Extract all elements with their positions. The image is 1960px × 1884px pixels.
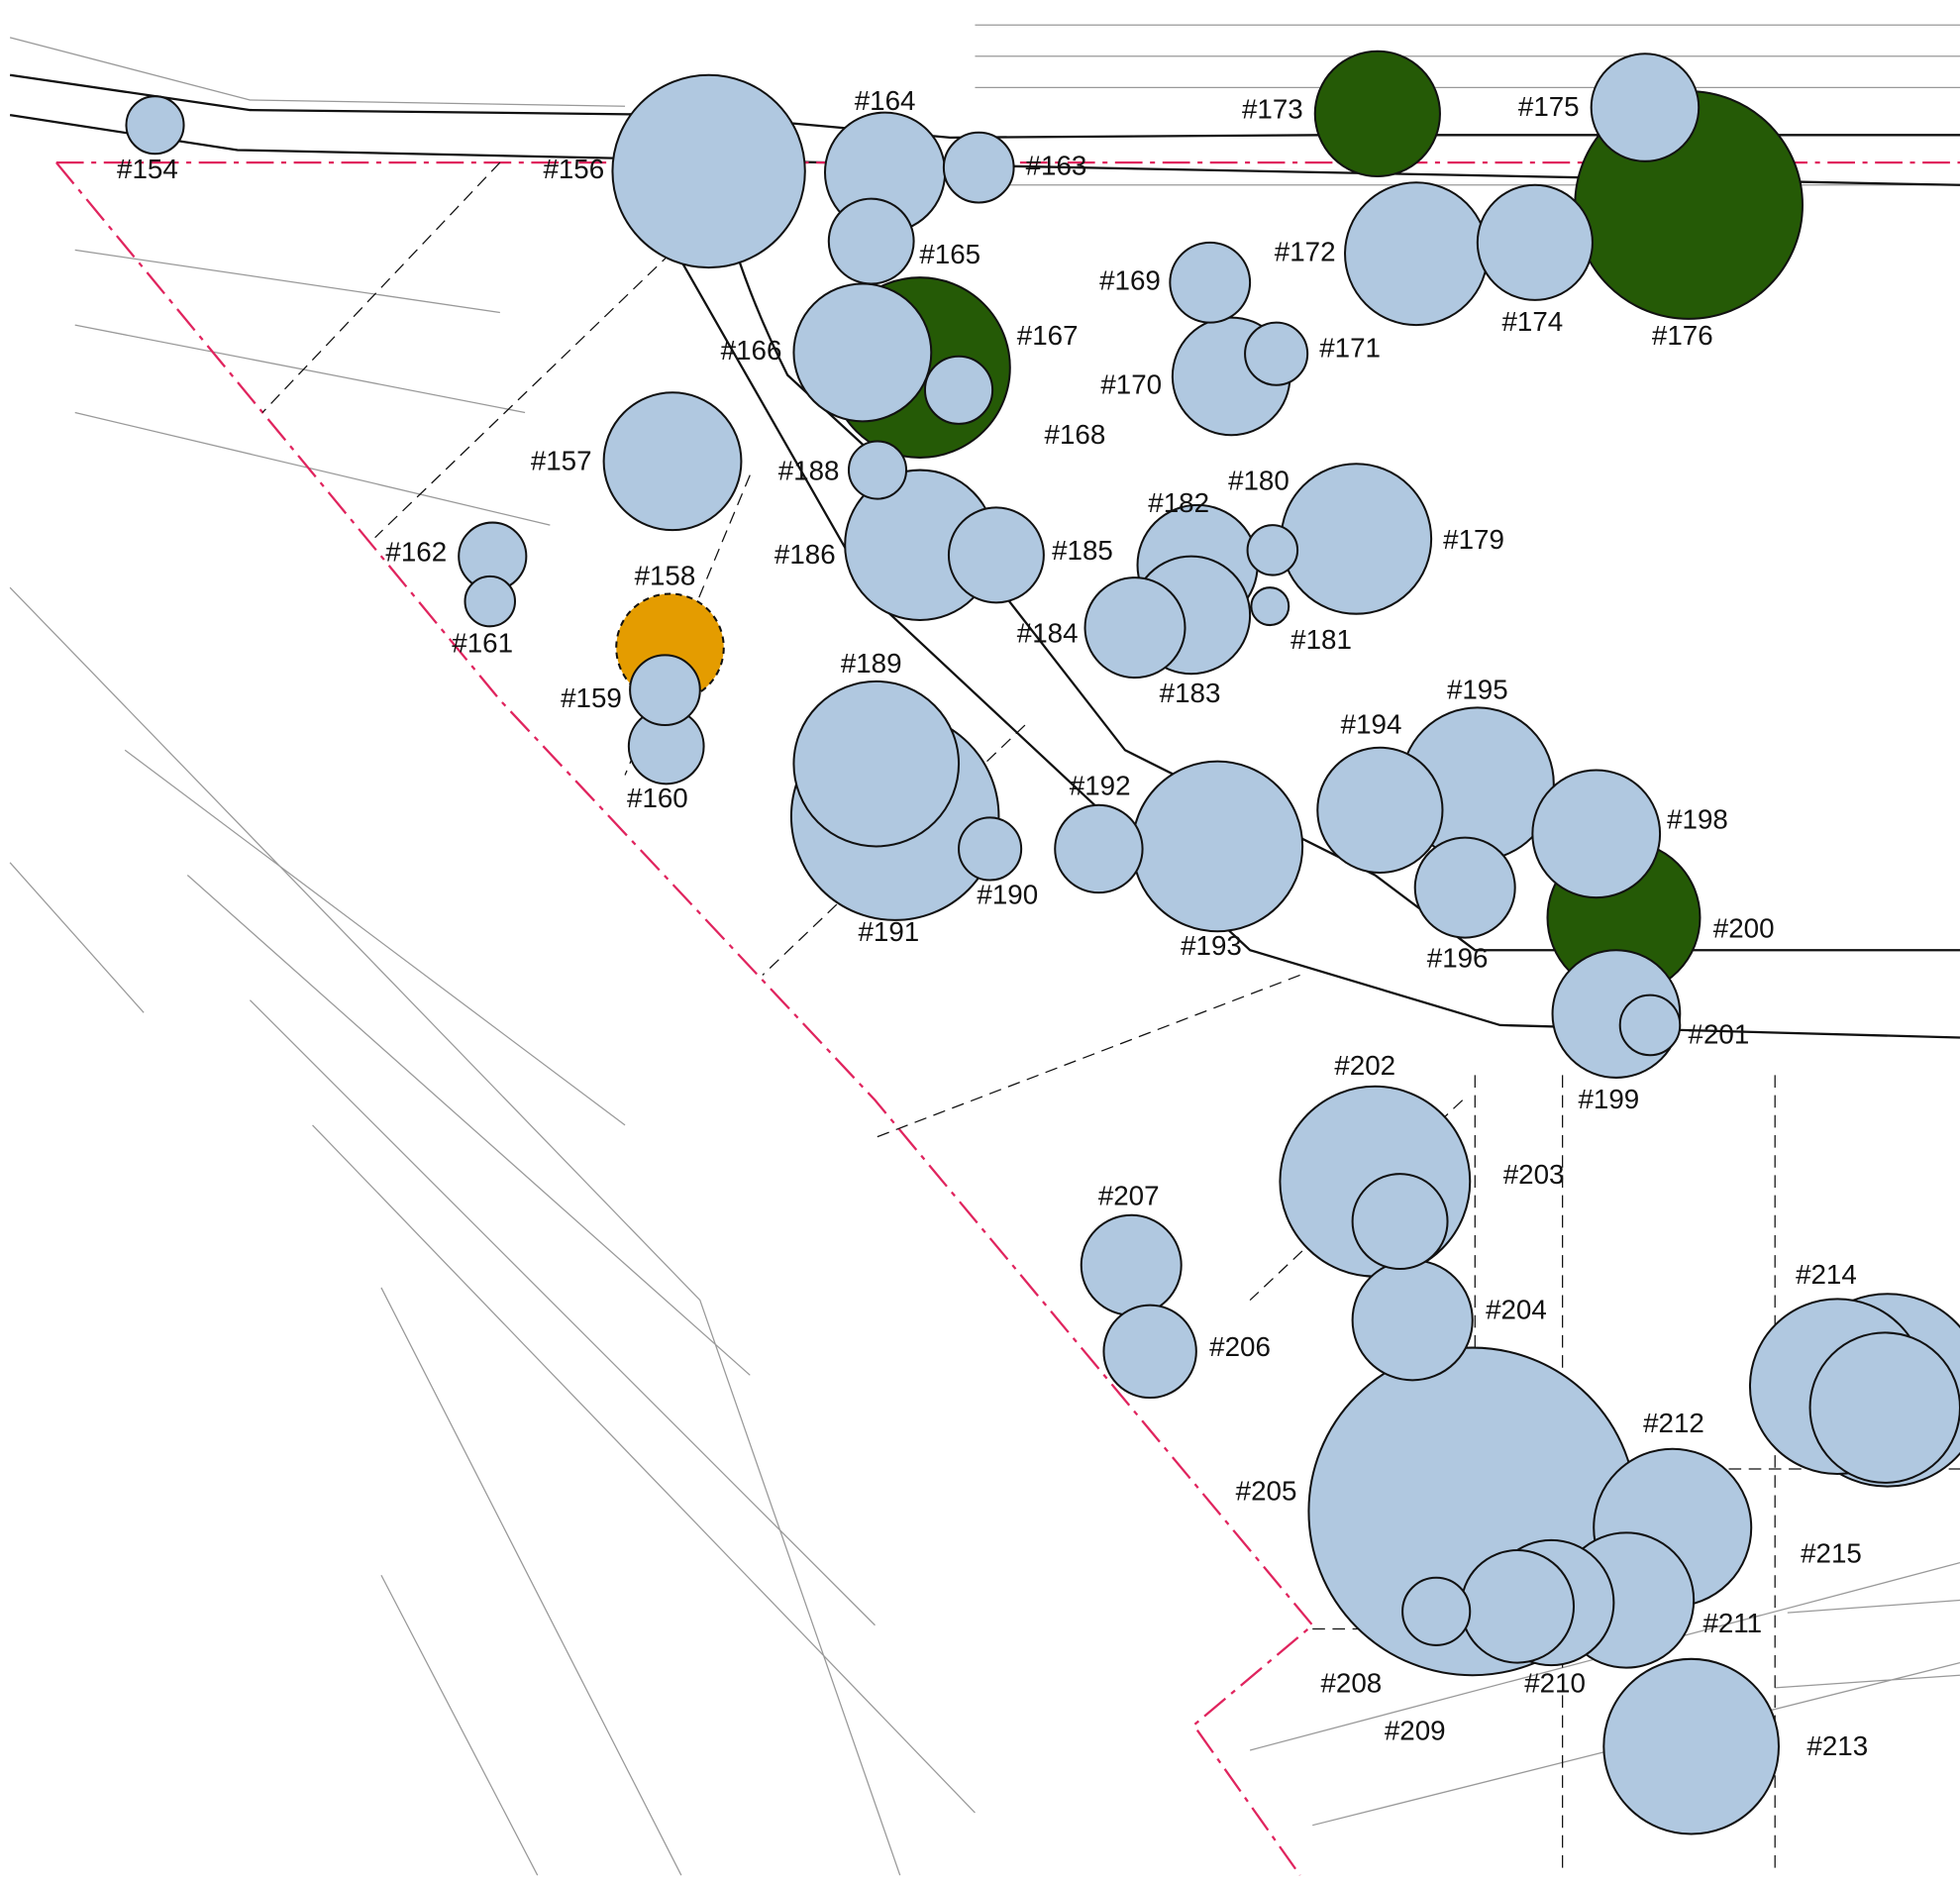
tree-canopy bbox=[629, 654, 701, 727]
tree-label: #167 bbox=[1017, 320, 1079, 351]
tree-canopy bbox=[1590, 52, 1701, 162]
tree-label: #195 bbox=[1447, 674, 1508, 704]
tree-canopy bbox=[1080, 1213, 1183, 1316]
tree-label: #182 bbox=[1148, 487, 1209, 518]
tree-label: #211 bbox=[1702, 1608, 1762, 1638]
tree-label: #184 bbox=[1017, 617, 1079, 648]
tree-canopy bbox=[1280, 463, 1433, 615]
tree-label: #191 bbox=[858, 916, 919, 947]
tree-label: #203 bbox=[1503, 1159, 1565, 1190]
tree-canopy bbox=[1244, 321, 1309, 386]
tree-canopy bbox=[602, 391, 743, 532]
tree-canopy bbox=[923, 355, 994, 425]
tree-label: #196 bbox=[1427, 943, 1489, 974]
tree-label: #186 bbox=[774, 539, 836, 570]
tree-label: #165 bbox=[919, 239, 980, 269]
tree-label: #179 bbox=[1443, 524, 1504, 555]
tree-label: #205 bbox=[1236, 1475, 1297, 1506]
tree-canopy bbox=[847, 440, 908, 500]
tree-canopy bbox=[1476, 183, 1594, 301]
tree-label: #180 bbox=[1228, 466, 1289, 496]
tree-label: #194 bbox=[1341, 709, 1402, 740]
tree-label: #190 bbox=[977, 879, 1038, 909]
tree-canopy bbox=[1313, 50, 1441, 177]
tree-canopy bbox=[1246, 524, 1299, 576]
tree-canopy bbox=[1460, 1549, 1576, 1664]
tree-label: #189 bbox=[841, 648, 902, 679]
tree-canopy bbox=[942, 131, 1015, 204]
tree-label: #156 bbox=[543, 154, 604, 184]
tree-label: #210 bbox=[1524, 1668, 1586, 1699]
tree-label: #162 bbox=[385, 536, 447, 567]
tree-canopy bbox=[1169, 241, 1252, 324]
tree-label: #208 bbox=[1320, 1668, 1382, 1699]
tree-canopy bbox=[1131, 760, 1304, 933]
tree-canopy bbox=[1351, 1259, 1474, 1382]
tree-canopy bbox=[1602, 1657, 1780, 1835]
tree-label: #173 bbox=[1242, 94, 1303, 125]
tree-canopy bbox=[792, 680, 961, 848]
tree-canopy bbox=[1401, 1576, 1472, 1646]
tree-label: #169 bbox=[1099, 265, 1161, 296]
tree-label: #172 bbox=[1275, 237, 1336, 267]
tree-labels: #154 #156 #157 #158 #159 #160 #161 #162 #163 #164… bbox=[117, 85, 1868, 1761]
tree-label: #181 bbox=[1290, 624, 1352, 655]
tree-label: #168 bbox=[1045, 419, 1106, 450]
tree-label: #175 bbox=[1518, 91, 1580, 122]
tree-label: #188 bbox=[778, 455, 840, 485]
tree-label: #183 bbox=[1160, 678, 1221, 708]
tree-label: #160 bbox=[627, 783, 688, 813]
tree-label: #213 bbox=[1806, 1730, 1868, 1761]
tree-label: #185 bbox=[1052, 535, 1113, 566]
tree-label: #154 bbox=[117, 154, 178, 184]
tree-label: #209 bbox=[1385, 1716, 1446, 1746]
tree-label: #164 bbox=[855, 85, 916, 116]
tree-label: #207 bbox=[1098, 1180, 1160, 1210]
tree-label: #215 bbox=[1801, 1537, 1862, 1568]
tree-canopy bbox=[464, 575, 517, 628]
tree-canopy bbox=[1618, 994, 1682, 1057]
tree-canopy bbox=[1413, 836, 1516, 939]
tree-label: #170 bbox=[1100, 368, 1162, 399]
tree-canopy bbox=[611, 73, 806, 269]
tree-canopy bbox=[947, 506, 1045, 604]
tree-canopy bbox=[827, 197, 915, 285]
tree-canopy bbox=[1531, 769, 1662, 899]
tree-canopy bbox=[1083, 576, 1186, 680]
tree-canopy bbox=[1054, 803, 1144, 894]
tree-label: #163 bbox=[1026, 150, 1087, 180]
tree-label: #166 bbox=[721, 335, 782, 366]
trees bbox=[125, 50, 1960, 1835]
tree-label: #161 bbox=[452, 628, 513, 659]
tree-label: #200 bbox=[1713, 912, 1775, 943]
tree-canopy bbox=[1102, 1304, 1197, 1400]
tree-canopy bbox=[958, 816, 1023, 882]
tree-label: #158 bbox=[635, 560, 696, 590]
tree-label: #201 bbox=[1689, 1019, 1750, 1050]
tree-label: #192 bbox=[1070, 770, 1131, 800]
tree-label: #174 bbox=[1501, 306, 1563, 337]
tree-label: #206 bbox=[1209, 1331, 1271, 1362]
tree-label: #214 bbox=[1796, 1259, 1857, 1290]
tree-canopy bbox=[1351, 1173, 1449, 1271]
tree-label: #198 bbox=[1667, 804, 1728, 835]
tree-label: #171 bbox=[1319, 333, 1381, 364]
tree-canopy bbox=[792, 282, 933, 423]
tree-label: #204 bbox=[1486, 1294, 1547, 1324]
tree-canopy bbox=[125, 95, 185, 156]
tree-label: #159 bbox=[561, 682, 622, 713]
tree-label: #212 bbox=[1643, 1408, 1704, 1438]
tree-canopy bbox=[1808, 1331, 1960, 1484]
tree-canopy bbox=[1344, 181, 1489, 327]
tree-canopy bbox=[1316, 746, 1444, 874]
tree-label: #176 bbox=[1652, 320, 1713, 351]
tree-label: #157 bbox=[531, 445, 592, 475]
tree-label: #193 bbox=[1181, 930, 1242, 961]
tree-label: #202 bbox=[1334, 1050, 1395, 1081]
tree-label: #199 bbox=[1578, 1084, 1639, 1114]
tree-canopy bbox=[1250, 586, 1290, 627]
